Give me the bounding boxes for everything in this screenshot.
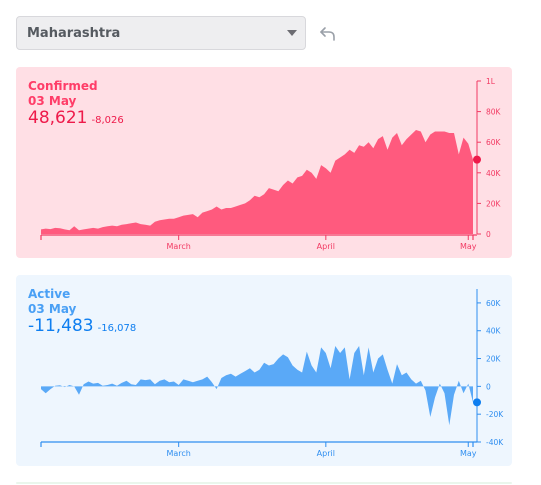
confirmed-y-tick-label: 20K	[486, 199, 502, 208]
active-y-tick-label: 60K	[486, 299, 502, 308]
confirmed-y-tick-label: 1L	[486, 77, 496, 86]
active-y-tick-label: -20K	[486, 410, 504, 419]
active-y-tick-label: -40K	[486, 438, 504, 447]
confirmed-card[interactable]: 0 20K 40K 60K 80K 1L March April May Confirmed 0…	[16, 67, 512, 258]
confirmed-x-tick-label: May	[460, 242, 477, 251]
active-value: -11,483	[28, 316, 94, 336]
confirmed-y-tick-label: 80K	[486, 108, 502, 117]
confirmed-area	[41, 130, 473, 234]
active-delta: -16,078	[97, 323, 137, 334]
confirmed-delta: -8,026	[91, 115, 124, 126]
confirmed-y-tick-label: 60K	[486, 138, 502, 147]
confirmed-y-tick-label: 0	[486, 230, 491, 239]
active-y-tick-label: 0	[486, 382, 491, 391]
confirmed-title: Confirmed	[28, 79, 98, 93]
next-card-edge	[16, 482, 512, 484]
confirmed-value: 48,621	[28, 108, 88, 128]
confirmed-y-tick-label: 40K	[486, 169, 502, 178]
confirmed-x-tick-label: March	[166, 242, 190, 251]
confirmed-x-tick-label: April	[317, 242, 335, 251]
active-chart[interactable]: -40K -20K 0 20K 40K 60K March April May	[16, 275, 512, 466]
undo-arrow-icon	[320, 27, 335, 41]
active-value-block: -11,483 -16,078	[28, 316, 136, 336]
active-card[interactable]: -40K -20K 0 20K 40K 60K March April May Active 0…	[16, 275, 512, 466]
active-y-tick-label: 20K	[486, 355, 502, 364]
confirmed-value-block: 48,621 -8,026	[28, 108, 124, 128]
active-x-tick-label: March	[166, 449, 190, 458]
active-title: Active	[28, 287, 71, 301]
active-area	[41, 346, 473, 426]
active-y-tick-label: 40K	[486, 327, 502, 336]
active-x-tick-label: April	[317, 449, 335, 458]
confirmed-date: 03 May	[28, 94, 77, 108]
region-dropdown-value: Maharashtra	[27, 26, 121, 41]
confirmed-current-point	[473, 155, 481, 164]
confirmed-chart[interactable]: 0 20K 40K 60K 80K 1L March April May	[16, 67, 512, 258]
active-date: 03 May	[28, 302, 77, 316]
chevron-down-icon	[287, 30, 297, 36]
active-x-tick-label: May	[460, 449, 477, 458]
reset-button[interactable]	[318, 24, 338, 44]
region-dropdown[interactable]: Maharashtra	[16, 16, 306, 50]
active-current-point	[473, 398, 481, 407]
